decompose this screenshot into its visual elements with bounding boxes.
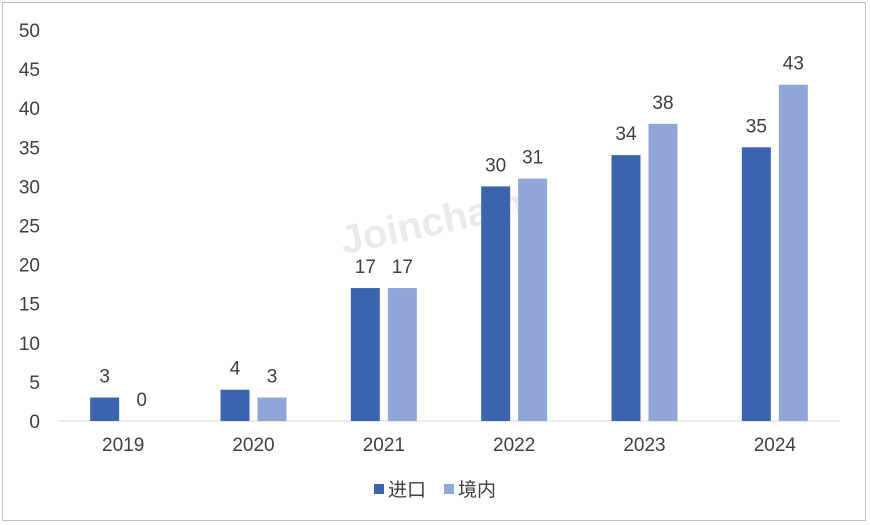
y-tick-label: 5 bbox=[29, 373, 40, 394]
bar-2020-0 bbox=[220, 389, 250, 421]
data-label: 3 bbox=[99, 367, 110, 388]
y-tick-label: 20 bbox=[19, 256, 40, 277]
data-label: 38 bbox=[652, 93, 673, 114]
x-tick-label: 2021 bbox=[363, 435, 405, 456]
bar-2021-0 bbox=[350, 288, 380, 421]
y-tick-label: 50 bbox=[19, 21, 40, 42]
bars bbox=[90, 84, 808, 422]
y-tick-label: 40 bbox=[19, 99, 40, 120]
data-label: 35 bbox=[746, 116, 767, 137]
x-tick-label: 2019 bbox=[102, 435, 144, 456]
legend-swatch bbox=[444, 484, 454, 494]
y-tick-label: 25 bbox=[19, 217, 40, 238]
legend-label: 进口 bbox=[388, 479, 426, 501]
data-label: 34 bbox=[615, 124, 637, 145]
bar-2021-1 bbox=[387, 288, 417, 421]
data-label: 31 bbox=[522, 148, 543, 169]
x-tick-label: 2020 bbox=[232, 435, 274, 456]
data-label: 4 bbox=[230, 359, 241, 380]
bar-2022-1 bbox=[518, 178, 548, 421]
data-label: 43 bbox=[783, 54, 804, 75]
x-axis: 2019 2020 2021 2022 2023 2024 bbox=[58, 420, 840, 456]
bar-2022-0 bbox=[481, 186, 511, 421]
y-axis: 0 5 10 15 20 25 30 35 40 45 50 bbox=[19, 21, 40, 433]
bar-2019-0 bbox=[90, 397, 120, 421]
y-tick-label: 30 bbox=[19, 177, 40, 198]
x-tick-label: 2024 bbox=[754, 435, 797, 456]
y-tick-label: 45 bbox=[19, 60, 40, 81]
y-tick-label: 15 bbox=[19, 295, 40, 316]
legend: 进口 境内 bbox=[374, 479, 496, 501]
bar-2024-0 bbox=[741, 147, 771, 422]
y-tick-label: 35 bbox=[19, 138, 40, 159]
legend-swatch bbox=[374, 484, 384, 494]
bar-2024-1 bbox=[778, 84, 808, 422]
y-tick-label: 10 bbox=[19, 334, 40, 355]
y-tick-label: 0 bbox=[29, 412, 40, 433]
x-tick-label: 2023 bbox=[623, 435, 665, 456]
bar-2023-1 bbox=[648, 123, 678, 421]
bar-2023-0 bbox=[611, 155, 641, 421]
data-label: 30 bbox=[485, 155, 506, 176]
data-label: 17 bbox=[355, 257, 376, 278]
data-label: 3 bbox=[267, 367, 278, 388]
legend-label: 境内 bbox=[458, 479, 496, 501]
bar-2020-1 bbox=[257, 397, 287, 421]
x-tick-label: 2022 bbox=[493, 435, 535, 456]
data-label: 17 bbox=[392, 257, 413, 278]
data-label: 0 bbox=[136, 390, 147, 411]
